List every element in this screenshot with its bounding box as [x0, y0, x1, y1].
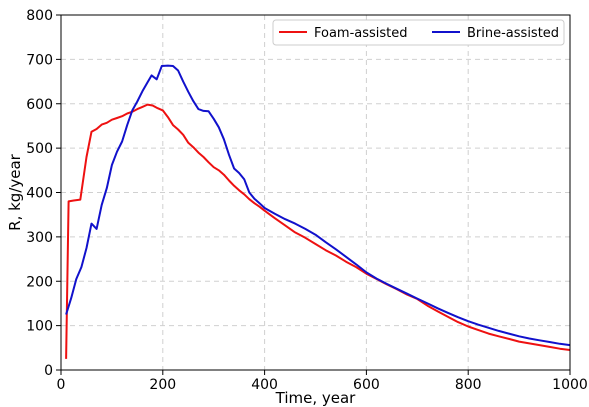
- y-tick-label: 100: [26, 319, 53, 335]
- x-tick-label: 800: [455, 377, 482, 393]
- series-lines: [65, 64, 571, 359]
- y-tick-label: 300: [26, 230, 53, 246]
- series-line-foam-assisted: [65, 103, 571, 359]
- y-tick-label: 200: [26, 274, 53, 290]
- x-tick-label: 600: [353, 377, 380, 393]
- x-tick-label: 400: [251, 377, 278, 393]
- y-tick-label: 500: [26, 141, 53, 157]
- legend-label-brine-assisted: Brine-assisted: [467, 26, 559, 41]
- legend-box: [272, 19, 565, 46]
- grid: [60, 14, 571, 371]
- legend-label-foam-assisted: Foam-assisted: [314, 26, 408, 41]
- x-tick-label: 1000: [552, 377, 588, 393]
- y-tick-label: 600: [26, 97, 53, 113]
- y-tick-label: 800: [26, 8, 53, 24]
- x-tick-label: 0: [57, 377, 66, 393]
- legend: Foam-assisted Brine-assisted: [272, 19, 565, 46]
- y-tick-label: 400: [26, 186, 53, 202]
- y-axis-label: R, kg/year: [6, 153, 24, 231]
- axis-ticks: 0 200 400 600 800 1000 0 100 200 300 400 500 600 700 8…: [26, 8, 588, 393]
- y-tick-label: 0: [44, 363, 53, 379]
- series-line-brine-assisted: [65, 64, 571, 347]
- y-tick-label: 700: [26, 52, 53, 68]
- x-axis-label: Time, year: [275, 389, 357, 407]
- x-tick-label: 200: [149, 377, 176, 393]
